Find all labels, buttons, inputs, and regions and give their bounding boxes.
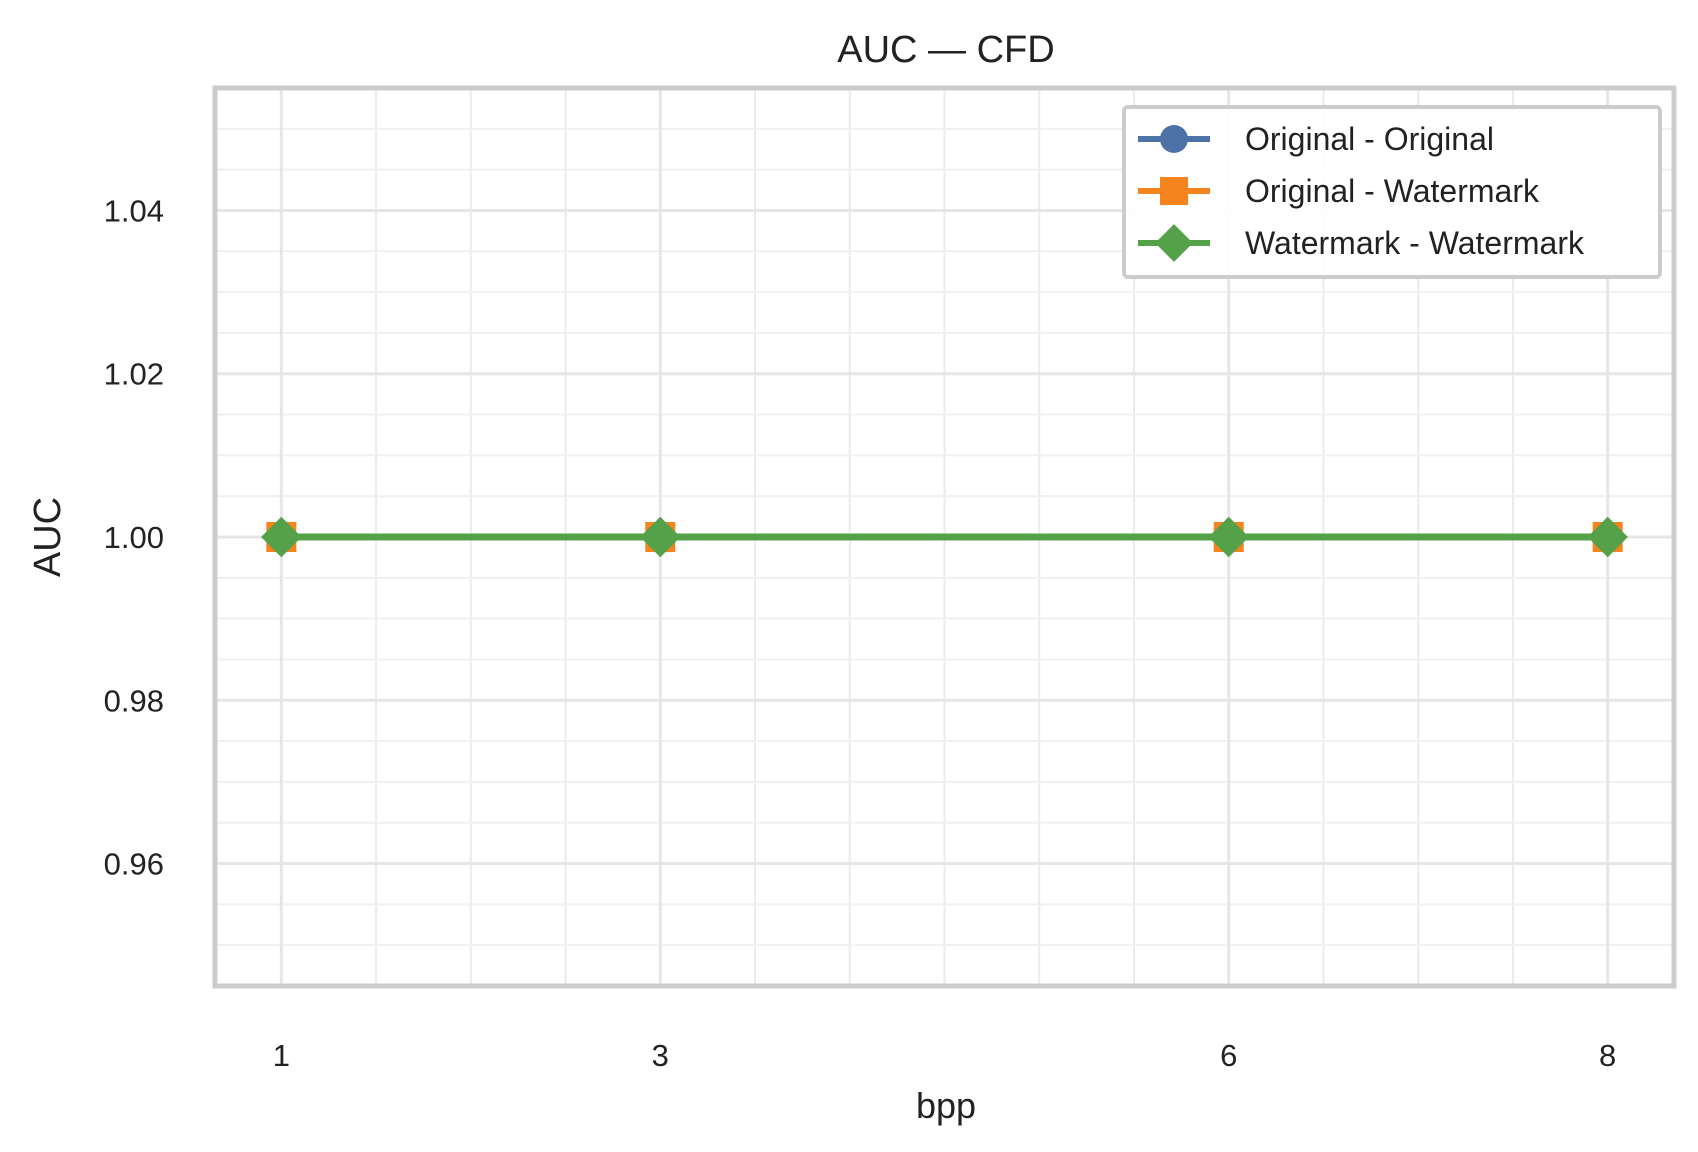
- diamond-marker: [261, 516, 302, 558]
- diamond-marker: [640, 516, 681, 558]
- legend-label: Watermark - Watermark: [1245, 225, 1585, 261]
- diamond-marker: [1587, 516, 1628, 558]
- y-axis-label: AUC: [27, 497, 69, 577]
- plot-frame: [212, 85, 1677, 989]
- y-tick-labels: 0.96 0.98 1.00 1.02 1.04: [104, 193, 164, 881]
- y-tick-label: 0.98: [104, 683, 164, 718]
- legend-entry: Original - Watermark: [1138, 173, 1540, 209]
- y-tick-label: 0.96: [104, 847, 164, 882]
- legend-entry: Watermark - Watermark: [1138, 224, 1585, 262]
- legend-label: Original - Original: [1245, 121, 1494, 157]
- x-tick-labels: 1 3 6 8: [273, 1038, 1617, 1073]
- y-tick-label: 1.00: [104, 520, 164, 555]
- circle-marker: [1160, 125, 1188, 153]
- square-marker: [1160, 177, 1188, 205]
- legend-box: [1122, 105, 1662, 279]
- x-tick-label: 8: [1599, 1038, 1616, 1073]
- chart-title: AUC — CFD: [837, 29, 1054, 71]
- diamond-marker: [1208, 516, 1249, 558]
- x-axis-label: bpp: [916, 1085, 976, 1126]
- x-tick-label: 6: [1220, 1038, 1237, 1073]
- legend-label: Original - Watermark: [1245, 173, 1540, 209]
- x-tick-label: 3: [652, 1038, 669, 1073]
- diamond-marker: [1155, 224, 1193, 262]
- series-watermark-watermark: [261, 516, 1628, 558]
- x-tick-label: 1: [273, 1038, 290, 1073]
- legend-entry: Original - Original: [1138, 121, 1494, 157]
- series-layer: [261, 516, 1628, 558]
- legend: Original - Original Original - Watermark W…: [1122, 105, 1662, 279]
- y-tick-label: 1.02: [104, 357, 164, 392]
- y-tick-label: 1.04: [104, 193, 164, 228]
